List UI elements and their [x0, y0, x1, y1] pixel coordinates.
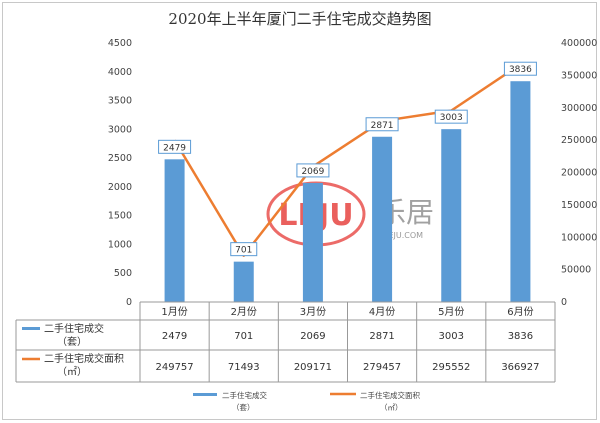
bar-data-label-2: 701 — [235, 246, 252, 256]
bar-data-label-3: 2069 — [301, 167, 324, 177]
table-cell-line-4: 279457 — [363, 362, 401, 373]
table-row-label: 二手住宅成交面积 — [44, 352, 124, 365]
bar-data-label-4: 2871 — [371, 121, 394, 131]
y2-tick-label: 50000 — [561, 265, 591, 276]
data-label-box — [365, 117, 399, 132]
y-tick-label: 1500 — [108, 211, 132, 222]
y2-tick-label: 150000 — [561, 200, 597, 211]
bar-4 — [372, 136, 393, 302]
table-cell-line-1: 249757 — [155, 362, 193, 373]
table-cell-bar-5: 3003 — [439, 331, 464, 342]
bar-1 — [164, 159, 185, 302]
table-cell-line-2: 71493 — [228, 362, 260, 373]
y-tick-label: 4500 — [108, 38, 132, 49]
x-tick-label: 3月份 — [300, 306, 326, 318]
area-line — [173, 63, 522, 257]
bar-data-label-6: 3836 — [509, 65, 532, 75]
table-row-label: 二手住宅成交 — [44, 322, 104, 335]
table-row-label-sub: （㎡） — [57, 366, 87, 378]
x-tick-label: 2月份 — [231, 306, 257, 318]
legend-key-bar — [193, 393, 217, 396]
x-tick-label: 5月份 — [438, 306, 464, 318]
table-cell-bar-6: 3836 — [508, 331, 533, 342]
y2-tick-label: 250000 — [561, 135, 597, 146]
y-tick-label: 500 — [114, 268, 132, 279]
y-tick-label: 1000 — [108, 239, 132, 250]
legend-label-sub: （套） — [232, 402, 255, 412]
watermark-url: LEJU.COM — [384, 231, 423, 240]
y-tick-label: 4000 — [108, 67, 132, 78]
legend-label: 二手住宅成交面积 — [360, 390, 420, 400]
chart-frame — [2, 2, 597, 420]
data-label-box — [230, 242, 258, 257]
y2-tick-label: 200000 — [561, 168, 597, 179]
data-label-box — [434, 109, 468, 124]
y-tick-label: 2000 — [108, 182, 132, 193]
data-label-box — [503, 61, 537, 76]
table-cell-line-6: 366927 — [501, 362, 539, 373]
x-tick-label: 4月份 — [369, 306, 395, 318]
y2-tick-label: 400000 — [561, 38, 597, 49]
x-tick-label: 6月份 — [507, 306, 533, 318]
table-cell-bar-1: 2479 — [162, 331, 187, 342]
y-tick-label: 3500 — [108, 96, 132, 107]
data-label-box — [158, 139, 192, 154]
bar-5 — [441, 129, 462, 302]
table-cell-bar-2: 701 — [234, 331, 253, 342]
table-cell-line-3: 209171 — [294, 362, 332, 373]
bar-2 — [233, 261, 254, 302]
x-tick-label: 1月份 — [161, 306, 187, 318]
bar-6 — [510, 81, 531, 302]
y2-tick-label: 300000 — [561, 103, 597, 114]
table-key-bar — [22, 327, 40, 330]
legend-label-sub: （㎡） — [380, 403, 403, 412]
table-cell-bar-4: 2871 — [369, 331, 394, 342]
table-row-label-sub: （套） — [57, 335, 87, 348]
data-label-box — [296, 163, 330, 178]
bar-data-label-5: 3003 — [440, 113, 463, 123]
table-cell-line-5: 295552 — [432, 362, 470, 373]
table-cell-bar-3: 2069 — [300, 331, 325, 342]
y-tick-label: 0 — [126, 297, 132, 308]
y2-tick-label: 350000 — [561, 70, 597, 81]
chart-title: 2020年上半年厦门二手住宅成交趋势图 — [168, 10, 432, 28]
bar-3 — [302, 182, 323, 302]
legend-label: 二手住宅成交 — [222, 390, 267, 400]
y2-tick-label: 100000 — [561, 232, 597, 243]
y-tick-label: 3000 — [108, 124, 132, 135]
y-tick-label: 2500 — [108, 153, 132, 164]
bar-data-label-1: 2479 — [163, 143, 186, 153]
y2-tick-label: 0 — [561, 297, 567, 308]
